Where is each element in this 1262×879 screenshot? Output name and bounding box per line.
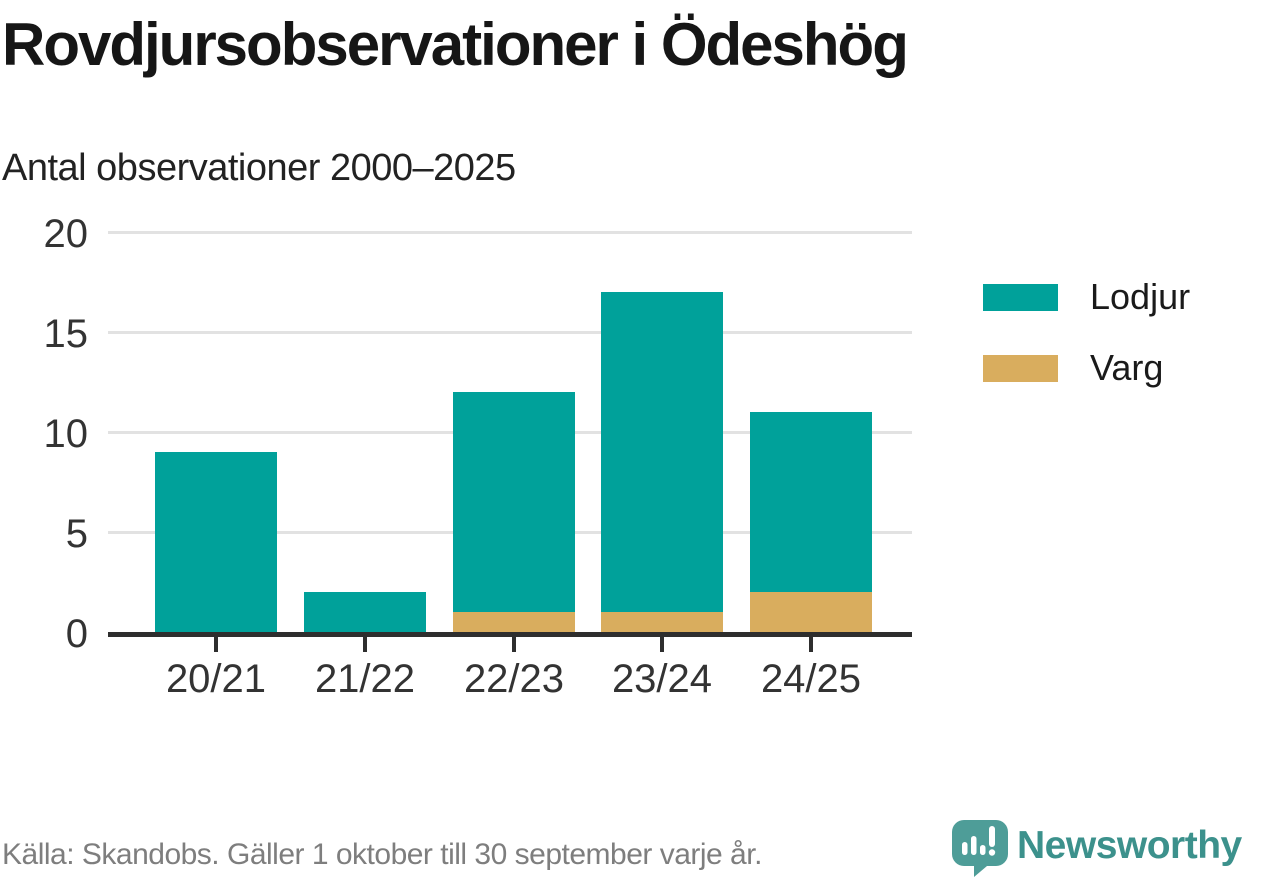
bar-segment-varg-22/23 — [453, 612, 575, 632]
x-axis-tick-21/22: 21/22 — [314, 657, 416, 701]
y-axis-tick-5: 5 — [65, 512, 88, 556]
bar-segment-lodjur-22/23 — [453, 392, 575, 612]
x-axis-tick-23/24: 23/24 — [611, 657, 713, 701]
x-axis-tickmark-22/23 — [512, 637, 516, 652]
bar-segment-lodjur-20/21 — [155, 452, 277, 632]
bar-segment-lodjur-24/25 — [750, 412, 872, 592]
x-axis-tickmark-20/21 — [214, 637, 218, 652]
x-axis-line — [108, 632, 912, 637]
bar-segment-lodjur-23/24 — [601, 292, 723, 612]
legend-label-lodjur: Lodjur — [1090, 276, 1191, 317]
bar-22/23 — [453, 392, 575, 632]
newsworthy-wordmark: Newsworthy — [1017, 824, 1242, 867]
chart-subtitle: Antal observationer 2000–2025 — [2, 147, 516, 189]
newsworthy-logo: Newsworthy — [951, 818, 1262, 878]
x-axis-tickmark-24/25 — [809, 637, 813, 652]
legend-label-varg: Varg — [1090, 347, 1164, 388]
legend-item-varg: Varg — [983, 347, 1190, 389]
x-axis-tick-22/23: 22/23 — [463, 657, 565, 701]
legend-swatch-lodjur — [983, 283, 1058, 311]
x-axis-tick-24/25: 24/25 — [760, 657, 862, 701]
x-axis-tickmark-21/22 — [363, 637, 367, 652]
source-note: Källa: Skandobs. Gäller 1 oktober till 3… — [2, 838, 762, 871]
y-axis-tick-10: 10 — [43, 412, 89, 456]
bar-20/21 — [155, 452, 277, 632]
bar-segment-varg-24/25 — [750, 592, 872, 632]
gridline-20 — [108, 231, 912, 234]
legend-item-lodjur: Lodjur — [983, 276, 1190, 318]
x-axis-tickmark-23/24 — [660, 637, 664, 652]
bar-23/24 — [601, 292, 723, 632]
chart-title: Rovdjursobservationer i Ödeshög — [2, 11, 909, 78]
gridline-15 — [108, 331, 912, 334]
legend-swatch-varg — [983, 354, 1058, 382]
bar-24/25 — [750, 412, 872, 632]
legend: Lodjur Varg — [983, 276, 1190, 418]
y-axis-tick-0: 0 — [65, 612, 88, 656]
bar-21/22 — [304, 592, 426, 632]
bar-segment-varg-23/24 — [601, 612, 723, 632]
y-axis-tick-20: 20 — [43, 212, 89, 256]
x-axis-tick-20/21: 20/21 — [165, 657, 267, 701]
newsworthy-icon — [952, 820, 1008, 877]
y-axis-tick-15: 15 — [43, 312, 89, 356]
bar-segment-lodjur-21/22 — [304, 592, 426, 632]
